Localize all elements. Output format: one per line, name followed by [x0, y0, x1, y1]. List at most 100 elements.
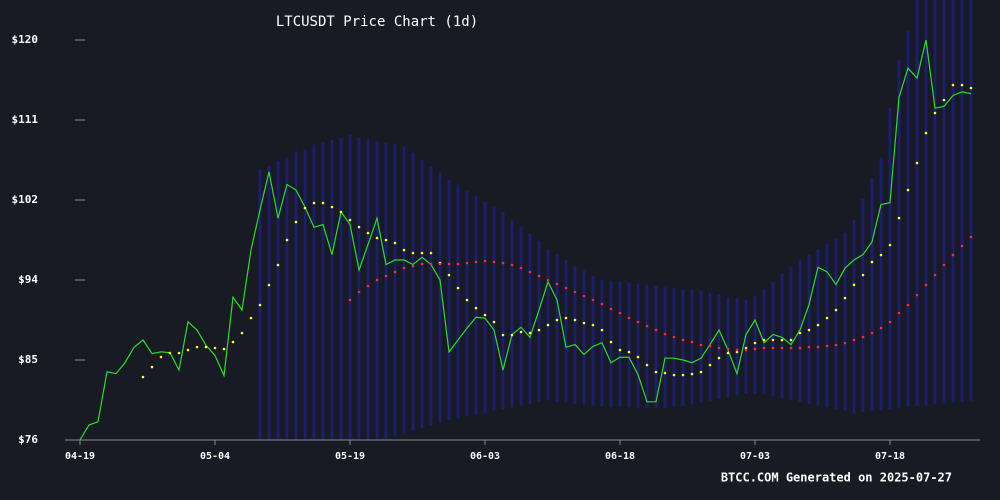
ma-dot — [510, 333, 514, 337]
ma-dot — [933, 273, 937, 277]
ma-dot — [582, 321, 586, 325]
ma-dot — [924, 131, 928, 135]
ma-dot — [501, 333, 505, 337]
ma-dot — [150, 365, 154, 369]
ma-dot — [618, 311, 622, 315]
ma-dot — [699, 370, 703, 374]
y-tick-label: $120 — [12, 33, 39, 46]
ma-dot — [177, 351, 181, 355]
ma-dot — [474, 306, 478, 310]
ma-dot — [384, 238, 388, 242]
ma-dot — [267, 283, 271, 287]
ma-dot — [528, 270, 532, 274]
ma-dot — [708, 344, 712, 348]
ma-dot — [762, 338, 766, 342]
y-tick-label: $94 — [18, 273, 38, 286]
ma-dot — [528, 331, 532, 335]
ma-dot — [591, 323, 595, 327]
ma-dot — [537, 328, 541, 332]
ma-dot — [816, 323, 820, 327]
ma-dot — [789, 346, 793, 350]
ma-dot — [375, 236, 379, 240]
ma-dot — [537, 274, 541, 278]
ma-dot — [375, 278, 379, 282]
ma-dot — [546, 323, 550, 327]
ma-dot — [393, 241, 397, 245]
ma-dot — [843, 296, 847, 300]
ma-dot — [420, 251, 424, 255]
y-tick-label: $111 — [12, 113, 39, 126]
ma-dot — [897, 311, 901, 315]
ma-dot — [834, 343, 838, 347]
ma-dot — [798, 346, 802, 350]
ma-dot — [672, 373, 676, 377]
ma-dot — [879, 253, 883, 257]
ma-dot — [744, 346, 748, 350]
ma-dot — [501, 261, 505, 265]
ma-dot — [636, 320, 640, 324]
ma-dot — [870, 331, 874, 335]
y-tick-label: $85 — [18, 353, 38, 366]
ma-dot — [456, 262, 460, 266]
ma-dot — [357, 290, 361, 294]
ma-dot — [816, 345, 820, 349]
ma-dot — [573, 318, 577, 322]
ma-dot — [771, 338, 775, 342]
ma-dot — [474, 260, 478, 264]
ma-dot — [645, 363, 649, 367]
price-line — [79, 39, 972, 441]
ma-dot — [906, 188, 910, 192]
ma-dot — [744, 348, 748, 352]
ma-dot — [465, 261, 469, 265]
ma-dot — [915, 293, 919, 297]
ma-dot — [762, 346, 766, 350]
ma-dot — [231, 340, 235, 344]
ma-dot — [807, 345, 811, 349]
ma-dot — [186, 348, 190, 352]
ma-dot — [141, 375, 145, 379]
ma-dot — [789, 338, 793, 342]
ma-dot — [402, 266, 406, 270]
ma-dot — [492, 260, 496, 264]
ma-dot — [942, 98, 946, 102]
ma-dot — [330, 205, 334, 209]
ma-dot — [951, 253, 955, 257]
ma-dot — [258, 303, 262, 307]
ma-dot — [798, 331, 802, 335]
ma-dot — [654, 328, 658, 332]
ma-dot — [618, 348, 622, 352]
ma-dot — [888, 320, 892, 324]
ma-dot — [627, 350, 631, 354]
ma-dot — [735, 350, 739, 354]
ma-dot — [753, 347, 757, 351]
ma-dot — [492, 320, 496, 324]
ma-dot — [663, 332, 667, 336]
footer: BTCC.COM Generated on 2025-07-27 — [721, 471, 952, 485]
ma-dot — [573, 290, 577, 294]
ma-dot — [438, 262, 442, 266]
ma-dot — [861, 273, 865, 277]
ma-dot — [429, 262, 433, 266]
x-tick-label: 04-19 — [65, 451, 95, 462]
ma-dot — [627, 316, 631, 320]
ma-dot — [483, 259, 487, 263]
ma-dot — [195, 345, 199, 349]
ma-dot — [969, 235, 973, 239]
ma-dot — [600, 328, 604, 332]
ma-dot — [681, 373, 685, 377]
ma-dot — [708, 363, 712, 367]
ma-dot — [726, 347, 730, 351]
ma-dot — [240, 331, 244, 335]
ma-dot — [312, 201, 316, 205]
ma-dot — [753, 341, 757, 345]
ma-dot — [519, 330, 523, 334]
ma-dot — [726, 351, 730, 355]
ma-dot — [780, 346, 784, 350]
ma-dot — [897, 216, 901, 220]
ma-dot — [663, 371, 667, 375]
ma-dot — [654, 370, 658, 374]
ma-dot — [825, 344, 829, 348]
ma-dot — [366, 231, 370, 235]
